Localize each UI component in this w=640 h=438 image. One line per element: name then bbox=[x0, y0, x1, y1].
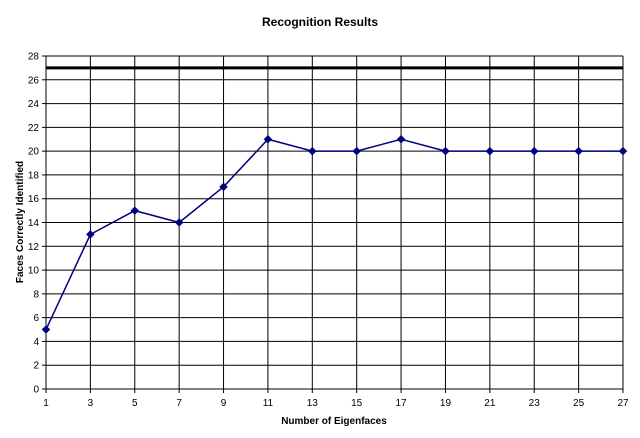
x-tick-label: 1 bbox=[43, 398, 49, 409]
x-tick-label: 27 bbox=[617, 398, 629, 409]
y-tick-label: 10 bbox=[28, 266, 40, 277]
y-tick-label: 14 bbox=[28, 218, 40, 229]
x-tick-label: 11 bbox=[263, 398, 274, 409]
y-tick-label: 22 bbox=[28, 123, 40, 134]
grid bbox=[42, 55, 624, 393]
data-point-marker bbox=[174, 218, 184, 227]
y-tick-label: 28 bbox=[28, 52, 40, 63]
data-point-marker bbox=[396, 134, 406, 144]
x-tick-label: 13 bbox=[307, 398, 319, 409]
x-tick-label: 19 bbox=[440, 398, 452, 409]
y-tick-label: 2 bbox=[33, 361, 39, 372]
series bbox=[41, 134, 628, 334]
chart-title: Recognition Results bbox=[262, 15, 378, 29]
y-tick-label: 20 bbox=[28, 147, 40, 158]
x-tick-label: 21 bbox=[484, 398, 496, 409]
y-tick-label: 8 bbox=[33, 289, 39, 300]
y-tick-label: 26 bbox=[28, 75, 40, 86]
x-tick-label: 3 bbox=[88, 398, 94, 409]
data-point-marker bbox=[219, 182, 228, 192]
x-tick-label: 23 bbox=[529, 398, 541, 409]
data-point-marker bbox=[130, 206, 140, 215]
x-axis-label: Number of Eigenfaces bbox=[281, 416, 387, 427]
x-tick-label: 5 bbox=[132, 398, 138, 409]
y-tick-label: 24 bbox=[28, 99, 40, 110]
x-tick-label: 17 bbox=[396, 398, 408, 409]
data-point-marker bbox=[485, 146, 495, 156]
y-tick-label: 18 bbox=[28, 170, 40, 181]
x-tick-label: 25 bbox=[573, 398, 585, 409]
x-tick-label: 15 bbox=[351, 398, 363, 409]
y-axis-label: Faces Correctly Identified bbox=[15, 161, 26, 283]
x-tick-label: 9 bbox=[221, 398, 227, 409]
y-tick-label: 16 bbox=[28, 194, 40, 205]
data-point-marker bbox=[263, 134, 273, 144]
data-point-marker bbox=[441, 146, 450, 156]
data-point-marker bbox=[529, 146, 539, 156]
x-tick-labels: 1 3 5 7 9 11 13 15 17 19 21 23 25 27 bbox=[43, 398, 629, 409]
data-point-marker bbox=[574, 146, 583, 156]
y-tick-label: 0 bbox=[33, 385, 39, 396]
data-point-marker bbox=[86, 230, 95, 239]
data-point-marker bbox=[352, 146, 362, 156]
data-point-marker bbox=[618, 146, 628, 156]
data-point-marker bbox=[307, 146, 317, 156]
y-tick-label: 12 bbox=[28, 242, 40, 253]
x-tick-label: 7 bbox=[176, 398, 182, 409]
series-line bbox=[45, 138, 623, 330]
data-point-marker bbox=[41, 325, 51, 334]
y-tick-label: 4 bbox=[33, 337, 39, 348]
y-tick-label: 6 bbox=[33, 313, 39, 324]
